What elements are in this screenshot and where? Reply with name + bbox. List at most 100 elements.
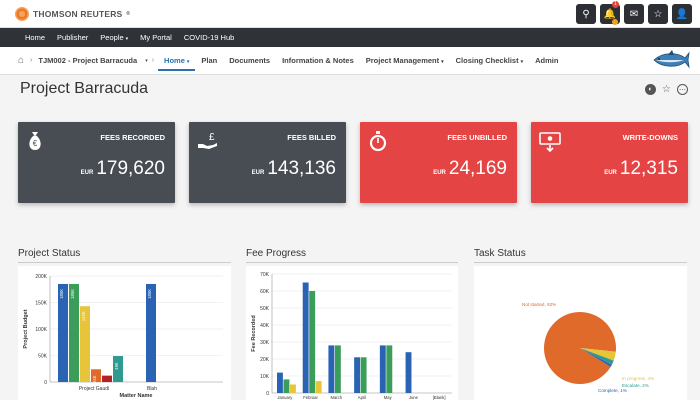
x-tick-label: April	[358, 395, 366, 400]
project-status-chart: 0 50K 100K 150K 200K Project Budget Matter Nam…	[23, 274, 223, 399]
x-tick-label: Februar	[303, 395, 318, 400]
breadcrumb-separator: ›	[151, 57, 155, 64]
divider	[474, 262, 687, 263]
kpi-label: FEES BILLED	[287, 133, 336, 142]
bar	[283, 379, 290, 393]
sub-nav: ⌂ › TJM002 - Project Barracuda ▾ › Home ▾…	[0, 47, 700, 75]
bar	[113, 356, 123, 382]
nav-item-people[interactable]: People ▾	[100, 33, 129, 42]
bar	[146, 283, 156, 382]
tab-documents[interactable]: Documents	[229, 56, 271, 65]
bar	[328, 345, 335, 393]
pie-slice-label: Escalate, 2%	[622, 383, 649, 388]
divider	[18, 262, 231, 263]
tab-project-management[interactable]: Project Management ▾	[365, 56, 444, 65]
favorite-star-icon[interactable]: ☆	[662, 84, 671, 95]
kpi-card-fees-billed[interactable]: £ FEES BILLED EUR 143,136	[189, 122, 346, 203]
y-tick-label: 0	[266, 391, 269, 397]
nav-item-covid-19-hub[interactable]: COVID-19 Hub	[183, 33, 235, 42]
pie-slice-label: In progress, 4%	[622, 376, 654, 381]
mail-icon[interactable]: ✉	[624, 4, 644, 24]
bar	[405, 352, 412, 393]
breadcrumb-matter[interactable]: TJM002 - Project Barracuda	[38, 56, 138, 65]
project-status-panel: 0 50K 100K 150K 200K Project Budget Matter Nam…	[18, 266, 231, 400]
more-options-icon[interactable]: ⋯	[677, 84, 688, 95]
y-tick-label: 0	[44, 380, 47, 386]
kpi-label: WRITE-DOWNS	[622, 133, 678, 142]
bar	[290, 384, 296, 393]
main-nav: Home Publisher People ▾ My Portal COVID-19 Hu…	[0, 28, 700, 47]
x-axis-label: Matter Name	[119, 393, 152, 399]
tab-closing-checklist[interactable]: Closing Checklist ▾	[455, 56, 524, 65]
kpi-value: EUR 143,136	[252, 158, 336, 180]
svg-text:£: £	[209, 132, 215, 143]
y-tick-label: 10K	[260, 374, 270, 380]
notification-count-badge: 1	[612, 1, 619, 8]
y-tick-label: 30K	[260, 340, 270, 346]
y-tick-label: 50K	[260, 306, 270, 312]
barracuda-logo-icon	[653, 50, 690, 69]
nav-item-publisher[interactable]: Publisher	[57, 33, 89, 42]
divider	[246, 262, 458, 263]
bar	[379, 345, 386, 393]
brand-logo[interactable]: THOMSON REUTERS ®	[15, 7, 130, 21]
kpi-card-fees-unbilled[interactable]: FEES UNBILLED EUR 24,169	[360, 122, 517, 203]
page-title: Project Barracuda	[20, 80, 149, 97]
y-tick-label: 200K	[35, 274, 47, 280]
bar-data-label: 185K	[59, 289, 64, 299]
status-dot	[612, 19, 618, 25]
chevron-down-icon: ▾	[125, 36, 129, 42]
task-status-chart: Not started, 92% In progress, 4% Escalate,…	[522, 302, 654, 393]
brand-name: THOMSON REUTERS	[33, 9, 123, 19]
bar-data-label: 185K	[70, 289, 75, 299]
bar	[80, 306, 90, 382]
bar	[315, 381, 322, 393]
pie-slice	[580, 348, 614, 365]
user-icon[interactable]: 👤	[672, 4, 692, 24]
currency-code: EUR	[80, 170, 94, 176]
svg-text:€: €	[33, 139, 38, 148]
tab-information-notes[interactable]: Information & Notes	[282, 56, 354, 65]
x-tick-label: June	[409, 395, 419, 400]
y-tick-label: 60K	[260, 289, 270, 295]
bar	[277, 372, 283, 393]
kpi-card-write-downs[interactable]: WRITE-DOWNS EUR 12,315	[531, 122, 688, 203]
nav-item-my-portal[interactable]: My Portal	[140, 33, 172, 42]
bell-icon[interactable]: 🔔 1	[600, 1, 620, 25]
pie-slice-label: Complete, 1%	[598, 388, 627, 393]
money-bag-icon: €	[26, 130, 44, 152]
kpi-value: EUR 24,169	[433, 158, 507, 180]
y-tick-label: 70K	[260, 272, 270, 278]
tab-plan[interactable]: Plan	[201, 56, 218, 65]
bar-data-label: 185K	[147, 289, 152, 299]
kpi-value: EUR 179,620	[81, 158, 165, 180]
bar-data-label: 49K	[114, 362, 119, 370]
title-actions: ◐ ☆ ⋯	[645, 84, 688, 95]
chevron-down-icon[interactable]: ▾	[145, 57, 148, 64]
tab-home[interactable]: Home ▾	[158, 56, 196, 71]
fee-progress-title: Fee Progress	[246, 248, 307, 259]
brand-mark-icon	[15, 7, 29, 21]
chevron-down-icon: ▾	[441, 59, 444, 65]
kpi-value: EUR 12,315	[604, 158, 678, 180]
bar	[386, 345, 393, 393]
compass-icon[interactable]: ◐	[645, 84, 656, 95]
home-icon[interactable]: ⌂	[18, 55, 25, 66]
y-tick-label: 150K	[35, 301, 47, 307]
search-icon[interactable]: ⚲	[576, 4, 596, 24]
kpi-label: FEES RECORDED	[100, 133, 165, 142]
currency-code: EUR	[604, 170, 617, 176]
star-icon[interactable]: ☆	[648, 4, 668, 24]
bar	[302, 282, 309, 393]
y-tick-label: 50K	[38, 354, 48, 360]
kpi-amount: 179,620	[96, 158, 165, 179]
tab-admin[interactable]: Admin	[535, 56, 559, 65]
x-tick-label: [Blank]	[433, 395, 446, 400]
bar-data-label: 143K	[81, 311, 86, 321]
bar	[334, 345, 341, 393]
bar-data-label: 24K	[92, 375, 97, 383]
kpi-amount: 143,136	[267, 158, 336, 179]
pie-slice	[580, 348, 612, 367]
nav-item-home[interactable]: Home	[25, 33, 46, 42]
kpi-card-fees-recorded[interactable]: € FEES RECORDED EUR 179,620	[18, 122, 175, 203]
